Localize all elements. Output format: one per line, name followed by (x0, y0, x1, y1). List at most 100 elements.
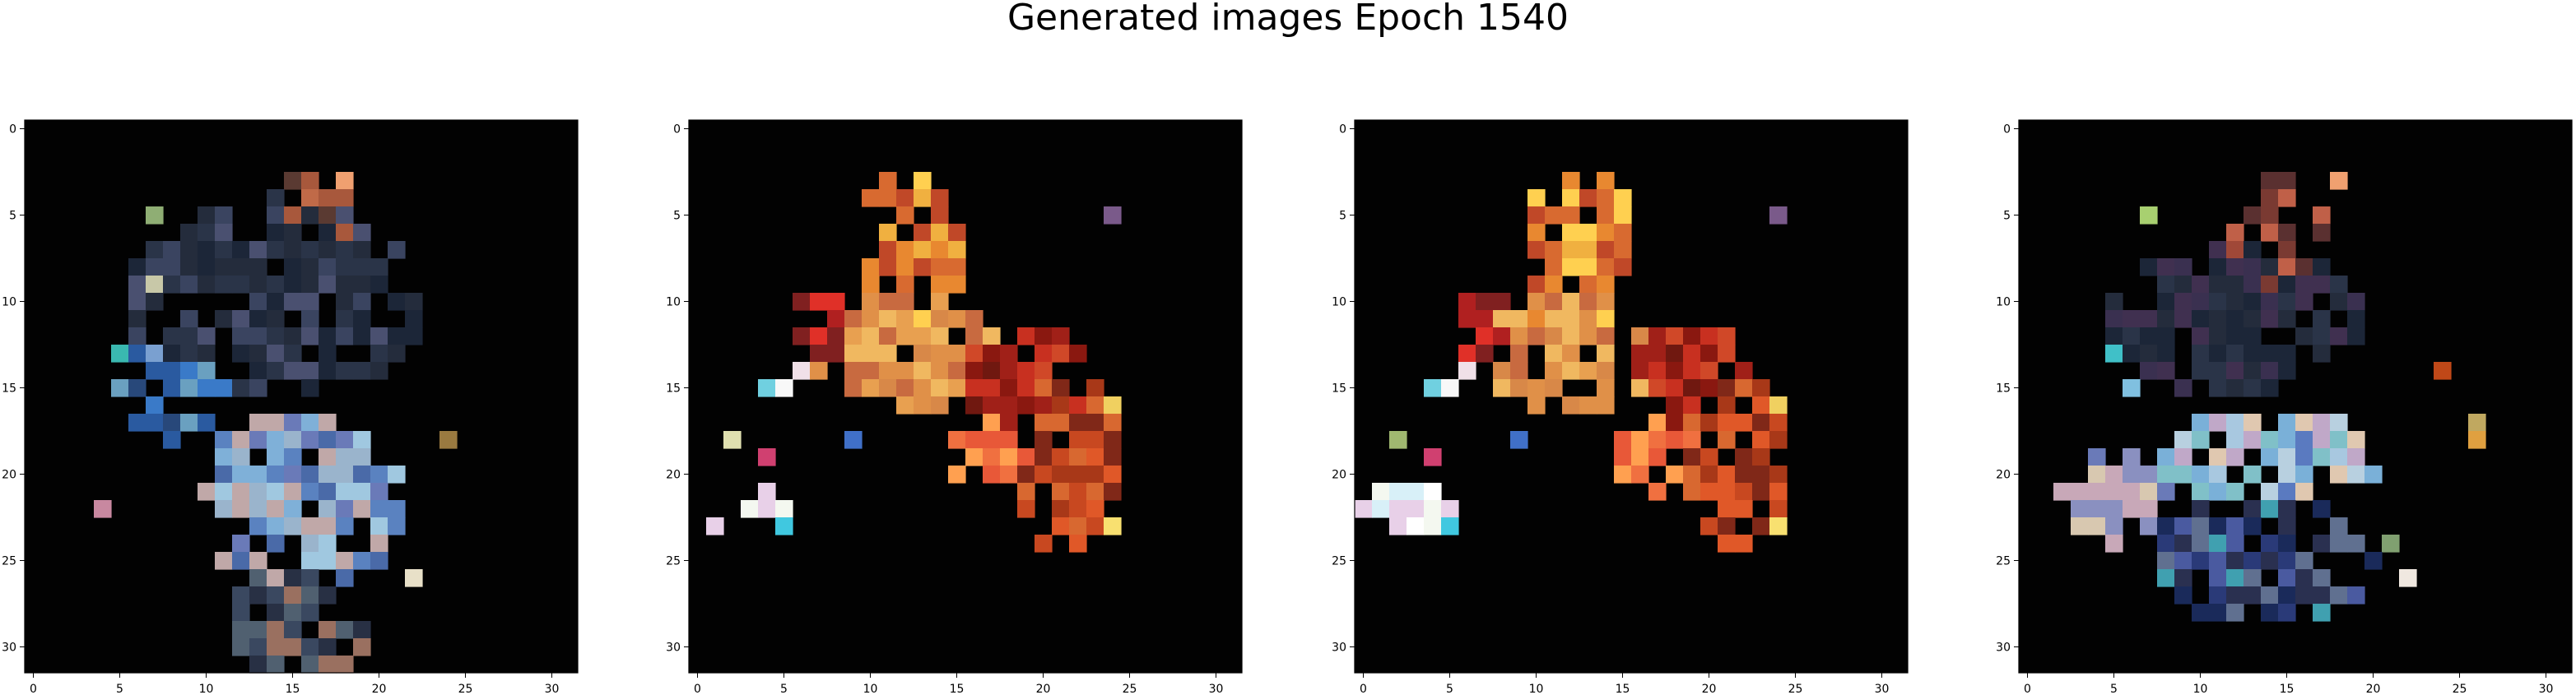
image-pixel (1769, 396, 1788, 415)
image-pixel (2226, 224, 2244, 242)
image-pixel (1052, 500, 1070, 518)
image-pixel (2313, 345, 2331, 363)
image-pixel (1104, 396, 1122, 415)
image-pixel (301, 310, 319, 328)
image-pixel (2209, 483, 2227, 501)
image-pixel (1614, 206, 1632, 225)
image-pixel (2261, 206, 2279, 225)
image-pixel (1648, 431, 1667, 449)
image-pixel (301, 362, 319, 380)
image-pixel (1718, 517, 1736, 535)
image-pixel (163, 362, 181, 380)
image-pixel (1069, 483, 1087, 501)
image-pixel (1614, 224, 1632, 242)
image-pixel (2330, 586, 2348, 605)
image-pixel (1458, 345, 1476, 363)
y-tick-label: 5 (2003, 210, 2011, 223)
x-tick-label: 25 (1788, 683, 1803, 695)
image-pixel (1579, 276, 1597, 294)
image-pixel (2192, 345, 2210, 363)
image-pixel (249, 552, 267, 570)
image-pixel (1597, 258, 1615, 276)
image-pixel (1052, 396, 1070, 415)
image-pixel (111, 345, 129, 363)
image-pixel (2261, 535, 2279, 553)
image-pixel (2261, 258, 2279, 276)
image-pixel (336, 517, 354, 535)
image-pixel (948, 310, 966, 328)
image-pixel (1017, 483, 1035, 501)
image-pixel (2278, 172, 2296, 190)
image-pixel (844, 379, 863, 397)
image-pixel (2226, 586, 2244, 605)
image-pixel (2088, 517, 2106, 535)
image-pixel (267, 310, 285, 328)
image-pixel (319, 345, 337, 363)
image-pixel (301, 172, 319, 190)
image-pixel (1017, 396, 1035, 415)
image-pixel (931, 293, 949, 311)
image-pixel (1562, 396, 1580, 415)
image-pixel (1493, 327, 1511, 345)
image-pixel (2295, 258, 2313, 276)
image-pixel (319, 327, 337, 345)
image-pixel (2226, 569, 2244, 587)
image-pixel (2174, 569, 2192, 587)
image-pixel (388, 345, 406, 363)
image-pixel (2261, 362, 2279, 380)
image-pixel (215, 241, 233, 259)
image-pixel (2434, 362, 2452, 380)
image-pixel (2313, 448, 2331, 466)
x-tick-label: 30 (2539, 683, 2554, 695)
image-pixel (2330, 517, 2348, 535)
image-pixel (353, 552, 371, 570)
image-pixel (1579, 396, 1597, 415)
image-pixel (232, 586, 250, 605)
image-pixel (301, 535, 319, 553)
image-pixel (146, 293, 164, 311)
image-pixel (232, 241, 250, 259)
image-pixel (2295, 431, 2313, 449)
image-pixel (2244, 258, 2262, 276)
image-pixel (1562, 189, 1580, 207)
image-pixel (741, 500, 759, 518)
image-pixel (2226, 327, 2244, 345)
y-tick-label: 5 (1339, 210, 1346, 223)
image-pixel (249, 656, 267, 674)
image-pixel (965, 362, 983, 380)
image-pixel (284, 241, 302, 259)
image-pixel (232, 466, 250, 484)
image-pixel (319, 431, 337, 449)
image-pixel (1069, 448, 1087, 466)
image-pixel (2140, 466, 2158, 484)
image-pixel (2157, 293, 2175, 311)
image-pixel (2330, 431, 2348, 449)
image-pixel (827, 345, 845, 363)
image-pixel (896, 241, 914, 259)
image-pixel (1069, 517, 1087, 535)
image-pixel (1086, 396, 1104, 415)
image-pixel (1407, 483, 1425, 501)
image-pixel (810, 293, 828, 311)
image-pixel (1052, 517, 1070, 535)
image-pixel (1104, 431, 1122, 449)
image-pixel (1017, 466, 1035, 484)
image-pixel (319, 276, 337, 294)
image-pixel (336, 293, 354, 311)
image-pixel (1700, 345, 1718, 363)
image-pixel (2192, 517, 2210, 535)
image-pixel (1562, 241, 1580, 259)
image-pixel (931, 345, 949, 363)
image-pixel (215, 310, 233, 328)
subplot-2: 0 5 10 15 20 25 30 0 5 10 15 20 25 30 (666, 119, 1243, 695)
image-pixel (319, 241, 337, 259)
image-pixel (336, 500, 354, 518)
image-pixel (1104, 466, 1122, 484)
image-pixel (931, 327, 949, 345)
image-pixel (319, 206, 337, 225)
image-pixel (1666, 345, 1684, 363)
y-tick-label: 0 (1339, 123, 1346, 137)
image-pixel (1631, 362, 1649, 380)
image-pixel (319, 224, 337, 242)
image-pixel (1035, 414, 1053, 432)
